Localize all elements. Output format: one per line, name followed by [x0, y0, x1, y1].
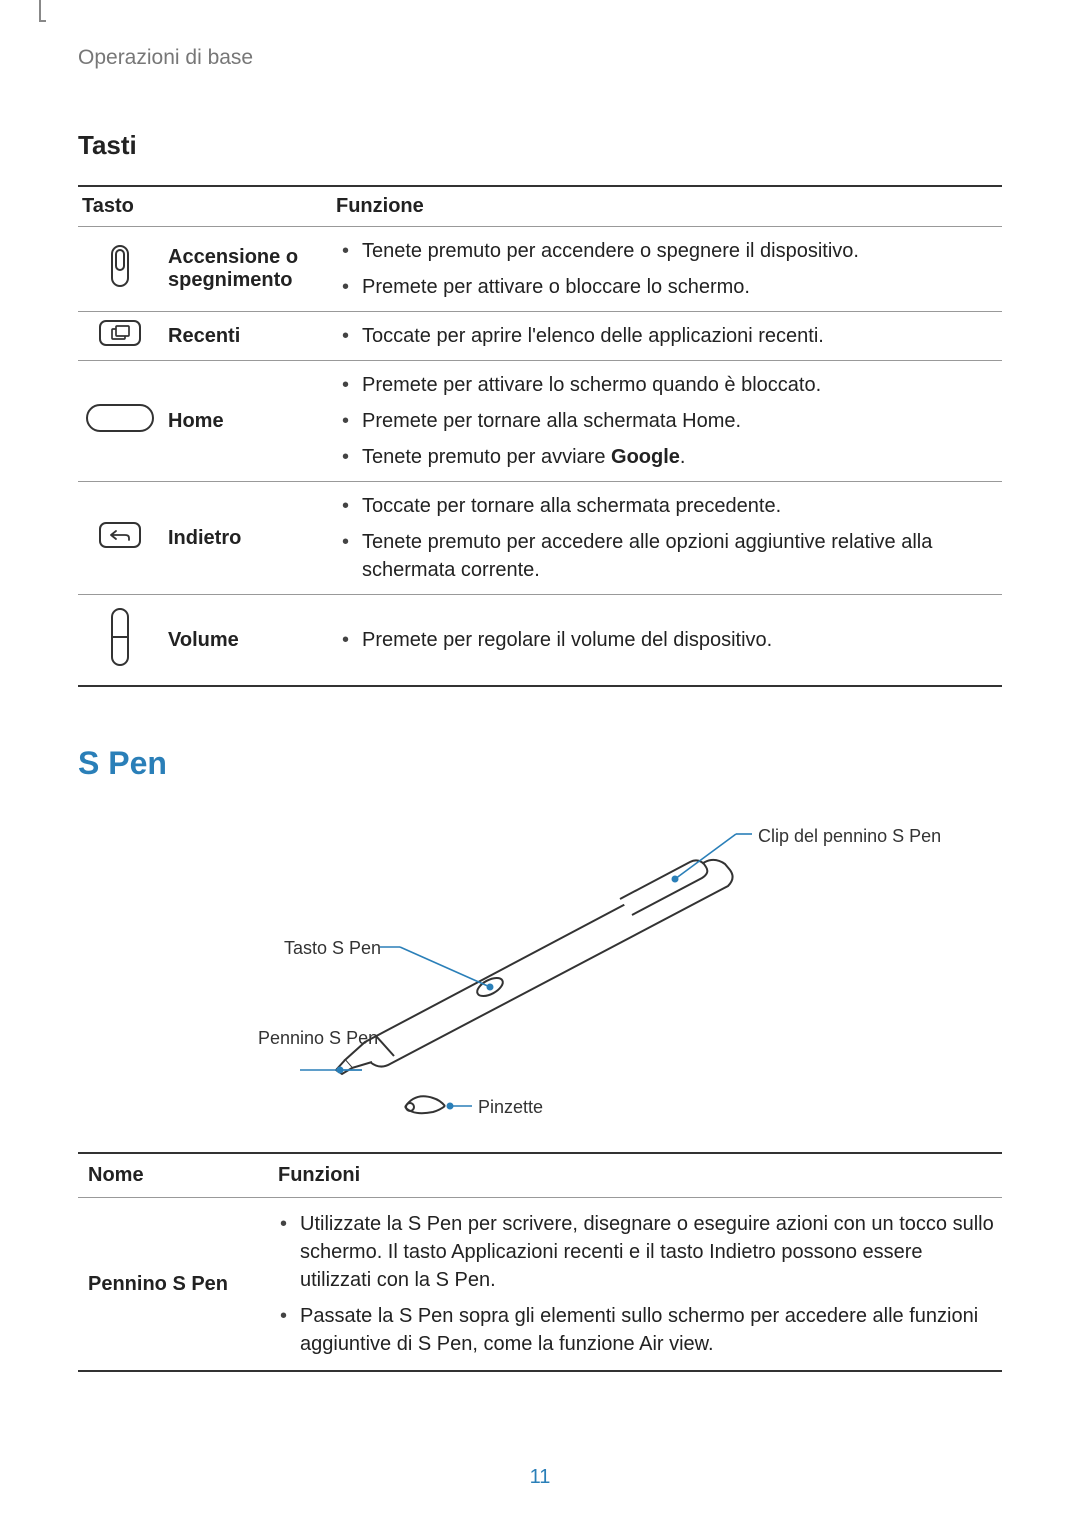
spen-label-button: Tasto S Pen [284, 938, 376, 959]
heading-tasti: Tasti [78, 130, 1002, 161]
recent-icon [98, 319, 142, 347]
table-row: Indietro Toccate per tornare alla scherm… [78, 482, 1002, 595]
power-icon [109, 244, 131, 288]
func-item: Tenete premuto per avviare Google. [336, 439, 996, 475]
func-item: Tenete premuto per accendere o spegnere … [336, 233, 996, 269]
icon-cell-power [78, 227, 164, 312]
func-item: Premete per attivare o bloccare lo scher… [336, 269, 996, 305]
volume-icon [109, 607, 131, 667]
spen-diagram: Clip del pennino S Pen Tasto S Pen Penni… [180, 812, 900, 1122]
func-item: Utilizzate la S Pen per scrivere, disegn… [274, 1206, 996, 1298]
spen-th-nome: Nome [78, 1153, 268, 1198]
keys-th-tasto: Tasto [78, 186, 332, 227]
key-func: Tenete premuto per accendere o spegnere … [332, 227, 1002, 312]
page-content: Operazioni di base Tasti Tasto Funzione … [0, 0, 1080, 1372]
back-icon [98, 521, 142, 549]
key-func: Toccate per tornare alla schermata prece… [332, 482, 1002, 595]
func-item: Premete per attivare lo schermo quando è… [336, 367, 996, 403]
key-label: Volume [164, 595, 332, 687]
spen-row-func: Utilizzate la S Pen per scrivere, disegn… [268, 1198, 1002, 1372]
heading-spen: S Pen [78, 745, 1002, 782]
icon-cell-volume [78, 595, 164, 687]
spen-label-nib: Pennino S Pen [258, 1028, 376, 1049]
key-label: Home [164, 361, 332, 482]
page-corner-mark-h [39, 20, 46, 22]
key-func: Toccate per aprire l'elenco delle applic… [332, 312, 1002, 361]
spen-th-funzioni: Funzioni [268, 1153, 1002, 1198]
table-row: Pennino S Pen Utilizzate la S Pen per sc… [78, 1198, 1002, 1372]
table-row: Accensione o spegnimento Tenete premuto … [78, 227, 1002, 312]
key-label: Recenti [164, 312, 332, 361]
spen-overlay [180, 812, 900, 1122]
icon-cell-back [78, 482, 164, 595]
key-label: Indietro [164, 482, 332, 595]
icon-cell-home [78, 361, 164, 482]
key-func: Premete per regolare il volume del dispo… [332, 595, 1002, 687]
table-row: Home Premete per attivare lo schermo qua… [78, 361, 1002, 482]
page-number: 11 [0, 1466, 1080, 1489]
keys-th-funzione: Funzione [332, 186, 1002, 227]
spen-table: Nome Funzioni Pennino S Pen Utilizzate l… [78, 1152, 1002, 1372]
func-item: Toccate per aprire l'elenco delle applic… [336, 318, 996, 354]
icon-cell-recent [78, 312, 164, 361]
func-item: Passate la S Pen sopra gli elementi sull… [274, 1298, 996, 1362]
func-item: Tenete premuto per accedere alle opzioni… [336, 524, 996, 588]
spen-label-tweezer: Pinzette [478, 1097, 543, 1118]
section-header: Operazioni di base [78, 46, 1002, 70]
spen-label-clip: Clip del pennino S Pen [758, 826, 941, 847]
keys-table: Tasto Funzione Accensione o spegnimento … [78, 185, 1002, 687]
spen-row-label: Pennino S Pen [78, 1198, 268, 1372]
table-row: Volume Premete per regolare il volume de… [78, 595, 1002, 687]
home-icon [85, 403, 155, 433]
page-corner-mark-v [39, 0, 41, 22]
func-item: Toccate per tornare alla schermata prece… [336, 488, 996, 524]
func-item: Premete per regolare il volume del dispo… [336, 622, 996, 658]
table-row: Recenti Toccate per aprire l'elenco dell… [78, 312, 1002, 361]
func-item: Premete per tornare alla schermata Home. [336, 403, 996, 439]
key-func: Premete per attivare lo schermo quando è… [332, 361, 1002, 482]
key-label: Accensione o spegnimento [164, 227, 332, 312]
